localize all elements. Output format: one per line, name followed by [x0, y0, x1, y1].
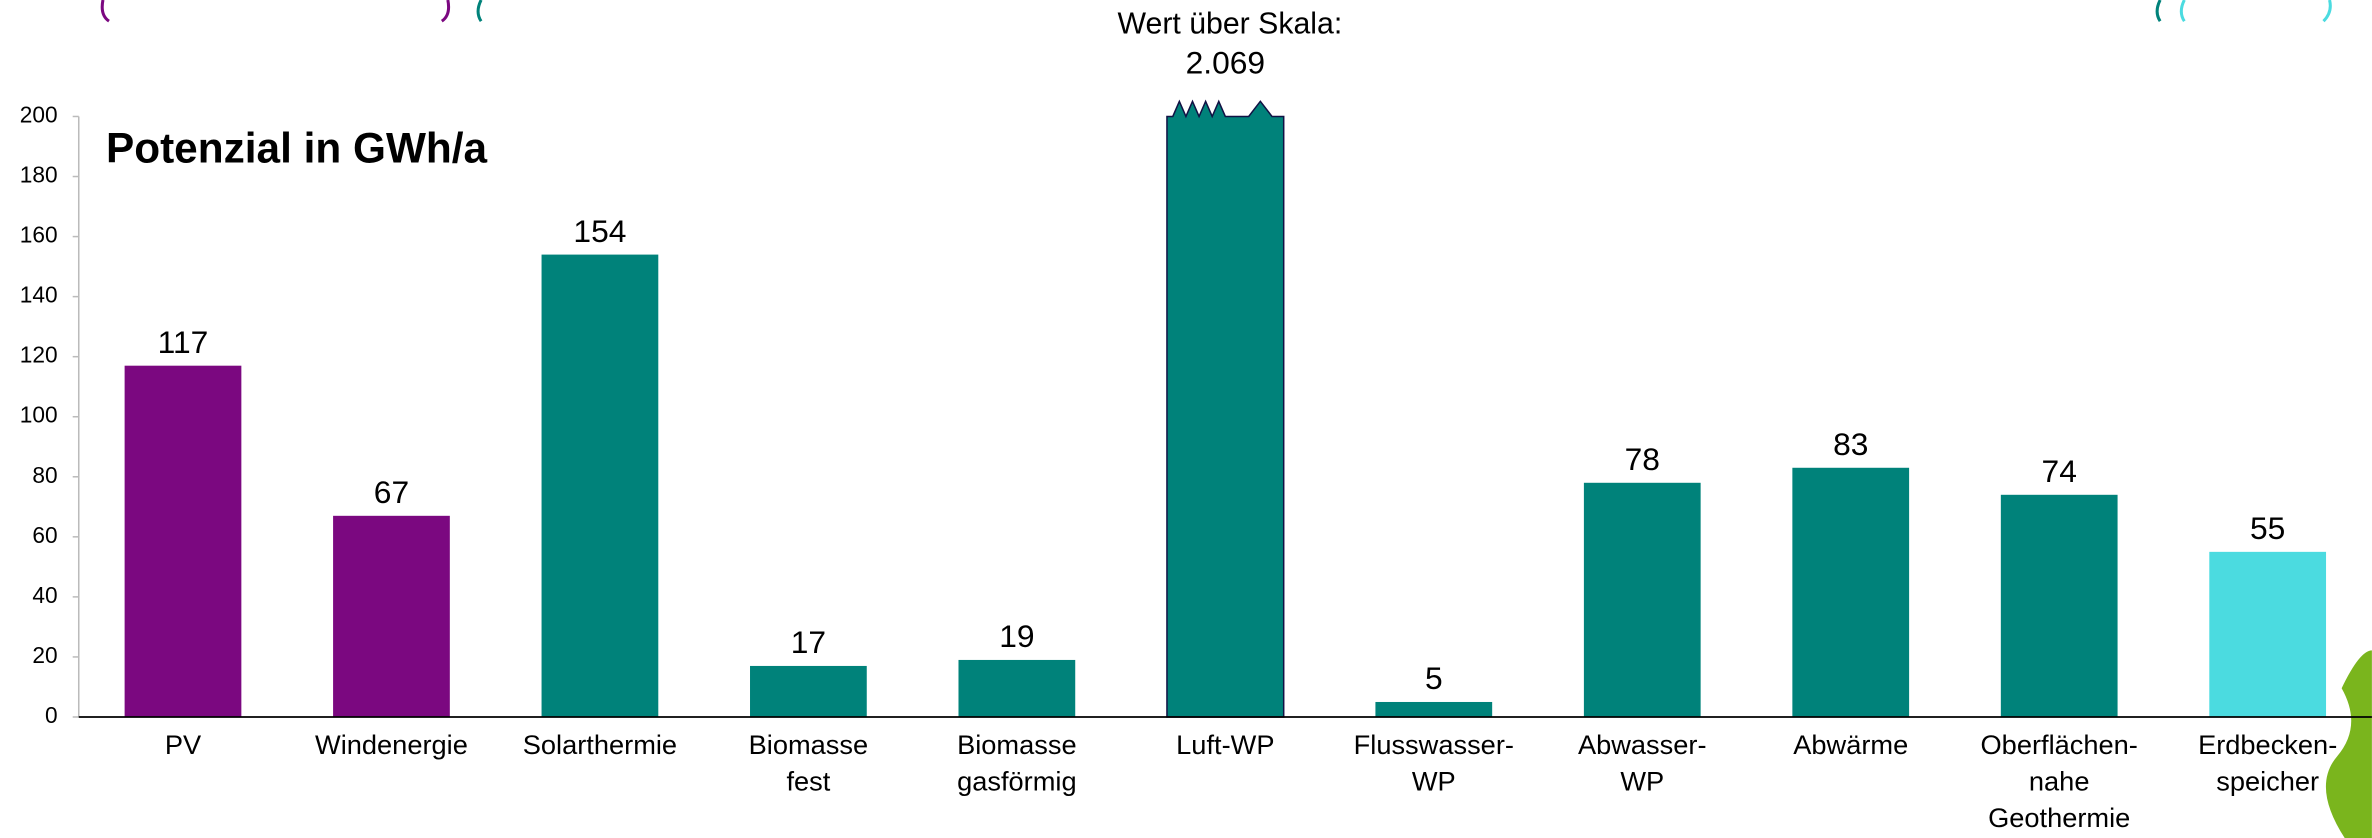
decoration [102, 0, 109, 21]
decoration [2157, 0, 2160, 21]
bar [125, 366, 242, 717]
y-tick-label: 180 [20, 162, 58, 188]
y-tick-label: 60 [32, 522, 57, 548]
x-tick-label: Flusswasser-WP [1354, 729, 1514, 796]
x-tick-label: Solarthermie [523, 729, 677, 760]
y-tick-label: 140 [20, 282, 58, 308]
page: Potenzial in GWh/a Wert über Skala: 0 20 4… [0, 0, 2372, 838]
y-tick-label: 40 [32, 582, 57, 608]
x-tick-label: PV [165, 729, 202, 760]
value-label: 154 [573, 213, 626, 249]
value-label: 19 [999, 618, 1034, 654]
bar [1792, 468, 1909, 717]
y-tick-label: 20 [32, 642, 57, 668]
y-tick-label: 120 [20, 342, 58, 368]
bar [750, 666, 867, 717]
value-label: 117 [158, 324, 209, 360]
x-tick-label: Abwärme [1793, 729, 1908, 760]
value-label: 83 [1833, 426, 1868, 462]
x-tick-label: Luft-WP [1176, 729, 1274, 760]
value-label: 5 [1425, 660, 1443, 696]
value-label: 74 [2042, 453, 2077, 489]
bar [1167, 101, 1284, 717]
x-tick-label: Windenergie [315, 729, 468, 760]
annotation: Wert über Skala: [1117, 8, 1342, 41]
value-label: 2.069 [1186, 44, 1265, 80]
decoration [2181, 0, 2184, 21]
bar [542, 255, 659, 717]
bar [2001, 495, 2118, 717]
chart: Potenzial in GWh/a Wert über Skala: 0 20 4… [0, 0, 2372, 838]
decoration [442, 0, 449, 21]
y-tick-label: 0 [45, 702, 58, 728]
value-label: 17 [791, 624, 826, 660]
x-tick-label: Erdbecken-speicher [2198, 729, 2337, 796]
bar [2209, 552, 2326, 717]
x-tick-label: Abwasser-WP [1578, 729, 1707, 796]
bar [958, 660, 1075, 717]
y-tick-label: 200 [20, 101, 58, 127]
bar [1375, 702, 1492, 717]
decoration [478, 0, 481, 21]
value-label: 67 [374, 474, 409, 510]
bar [1584, 483, 1701, 717]
chart-title: Potenzial in GWh/a [106, 124, 488, 171]
y-tick-label: 80 [32, 462, 57, 488]
value-label: 55 [2250, 510, 2285, 546]
y-tick-label: 100 [20, 402, 58, 428]
bar [333, 516, 450, 717]
value-label: 78 [1625, 441, 1660, 477]
decoration [2324, 0, 2331, 21]
y-tick-label: 160 [20, 222, 58, 248]
